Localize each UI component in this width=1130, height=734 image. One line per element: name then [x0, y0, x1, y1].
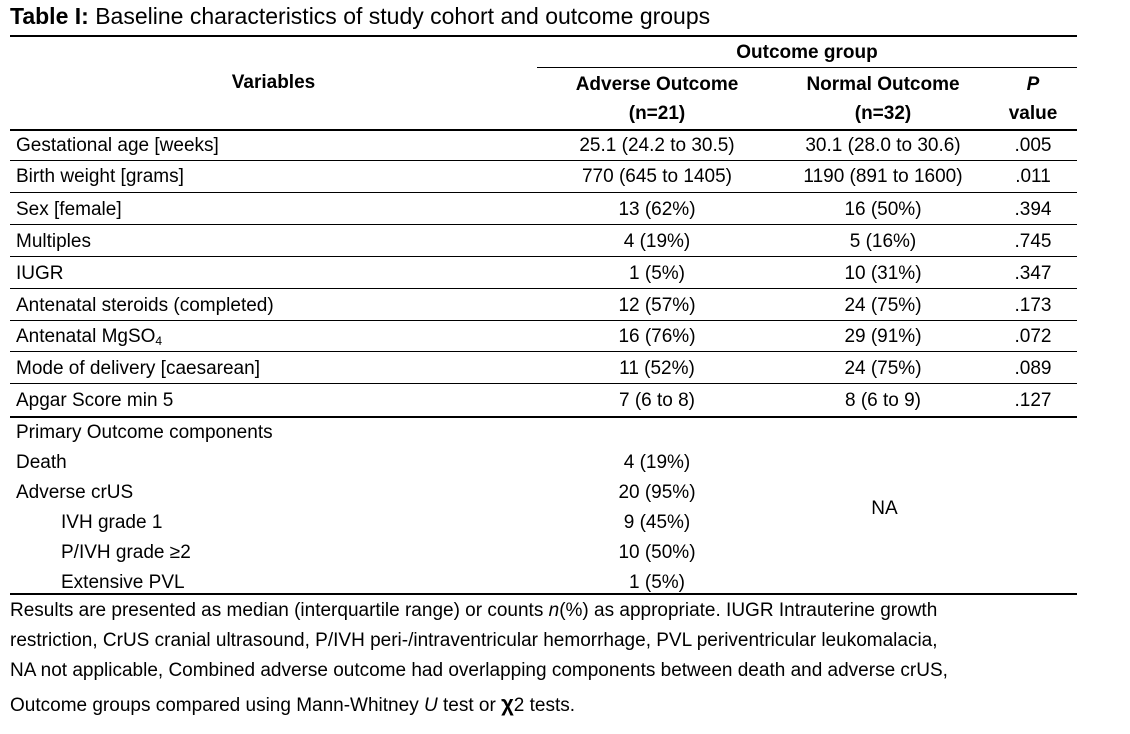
adverse-cell: 13 (62%): [618, 199, 696, 220]
primary-item-adverse: 20 (95%): [618, 482, 696, 503]
group-rule: [537, 67, 1077, 68]
top-rule: [10, 35, 1077, 37]
footnote-line: NA not applicable, Combined adverse outc…: [10, 660, 948, 681]
header-rule: [10, 129, 1077, 131]
primary-outcome-heading: Primary Outcome components: [16, 422, 273, 443]
p-value-header: value: [1008, 103, 1058, 124]
row-rule: [10, 288, 1077, 289]
normal-cell: 30.1 (28.0 to 30.6): [805, 135, 961, 156]
adverse-cell: 4 (19%): [623, 231, 691, 252]
adverse-cell: 1 (5%): [629, 263, 685, 284]
primary-item-label: Extensive PVL: [61, 572, 185, 593]
chi-symbol: χ: [501, 691, 514, 716]
primary-item-adverse: 10 (50%): [618, 542, 696, 563]
row-label-subscript: 4: [155, 334, 163, 348]
row-rule: [10, 351, 1077, 352]
row-rule: [10, 160, 1077, 161]
p-cell: .127: [1014, 390, 1052, 411]
normal-cell: 10 (31%): [844, 263, 922, 284]
table-caption: Table I: Baseline characteristics of stu…: [10, 3, 710, 30]
adverse-cell: 11 (52%): [619, 358, 695, 379]
footnote-text: Results are presented as median (interqu…: [10, 600, 549, 621]
p-header: P: [1026, 74, 1040, 95]
p-cell: .089: [1014, 358, 1052, 379]
normal-cell: 29 (91%): [844, 326, 922, 347]
row-rule: [10, 383, 1077, 384]
primary-item-adverse: 1 (5%): [629, 572, 685, 593]
adverse-cell: 16 (76%): [618, 326, 696, 347]
p-cell: .173: [1014, 295, 1052, 316]
table-title: Baseline characteristics of study cohort…: [88, 3, 711, 29]
p-cell: .347: [1014, 263, 1052, 284]
footnote-text: 2 tests.: [513, 695, 575, 716]
row-label: Antenatal MgSO4: [16, 325, 162, 349]
table-footnote: Results are presented as median (interqu…: [10, 596, 1125, 721]
normal-na-cell: NA: [871, 498, 898, 519]
p-cell: .394: [1014, 199, 1052, 220]
p-cell: .745: [1014, 231, 1052, 252]
normal-header: Normal Outcome: [806, 74, 960, 95]
p-cell: .005: [1014, 135, 1052, 156]
normal-cell: 1190 (891 to 1600): [803, 166, 963, 187]
adverse-cell: 12 (57%): [618, 295, 696, 316]
row-rule: [10, 224, 1077, 225]
footnote-italic-u: U: [423, 695, 438, 716]
row-label-text: Antenatal MgSO: [16, 326, 156, 347]
row-rule: [10, 192, 1077, 193]
variables-header: Variables: [231, 72, 316, 93]
row-label: Sex [female]: [16, 199, 122, 220]
row-label: Mode of delivery [caesarean]: [16, 358, 260, 379]
row-label: IUGR: [16, 263, 64, 284]
footnote-italic-n: n: [548, 600, 560, 621]
adverse-cell: 770 (645 to 1405): [581, 166, 732, 187]
row-label: Multiples: [16, 231, 91, 252]
adverse-cell: 25.1 (24.2 to 30.5): [579, 135, 735, 156]
p-cell: .011: [1015, 166, 1051, 187]
row-label: Apgar Score min 5: [16, 390, 174, 411]
adverse-header: Adverse Outcome: [575, 74, 739, 95]
footnote-line: Outcome groups compared using Mann-Whitn…: [10, 689, 1125, 721]
primary-item-adverse: 9 (45%): [623, 512, 691, 533]
footnote-text: test or: [437, 695, 502, 716]
row-label: Antenatal steroids (completed): [16, 295, 274, 316]
primary-item-label: Death: [16, 452, 67, 473]
table-end-rule: [10, 593, 1077, 595]
row-rule: [10, 256, 1077, 257]
adverse-cell: 7 (6 to 8): [618, 390, 696, 411]
footnote-text: (%) as appropriate. IUGR Intrauterine gr…: [559, 600, 938, 621]
primary-item-label: P/IVH grade ≥2: [61, 542, 191, 563]
bottom-rule: [10, 416, 1077, 418]
footnote-text: Outcome groups compared using Mann-Whitn…: [10, 695, 424, 716]
outcome-group-header: Outcome group: [736, 42, 878, 63]
p-cell: .072: [1014, 326, 1052, 347]
normal-cell: 5 (16%): [849, 231, 917, 252]
table-label: Table I:: [10, 3, 89, 29]
normal-cell: 24 (75%): [844, 295, 922, 316]
primary-item-adverse: 4 (19%): [623, 452, 691, 473]
normal-n: (n=32): [854, 103, 912, 124]
normal-cell: 8 (6 to 9): [844, 390, 922, 411]
normal-cell: 24 (75%): [844, 358, 922, 379]
row-label: Birth weight [grams]: [16, 166, 184, 187]
adverse-n: (n=21): [628, 103, 686, 124]
row-label: Gestational age [weeks]: [16, 135, 219, 156]
normal-cell: 16 (50%): [844, 199, 922, 220]
footnote-line: Results are presented as median (interqu…: [10, 596, 1125, 626]
primary-item-label: Adverse crUS: [16, 482, 134, 503]
primary-item-label: IVH grade 1: [61, 512, 163, 533]
footnote-line: restriction, CrUS cranial ultrasound, P/…: [10, 630, 938, 651]
row-rule: [10, 320, 1077, 321]
